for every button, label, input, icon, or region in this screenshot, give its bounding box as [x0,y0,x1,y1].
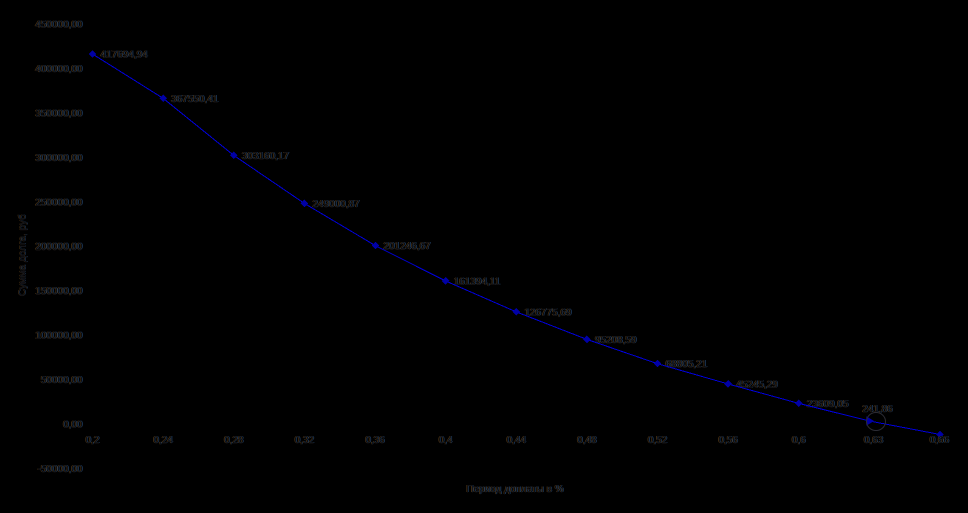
svg-text:0,66: 0,66 [929,435,949,446]
svg-text:0,66: 0,66 [930,435,950,446]
svg-text:0,66: 0,66 [930,435,950,446]
